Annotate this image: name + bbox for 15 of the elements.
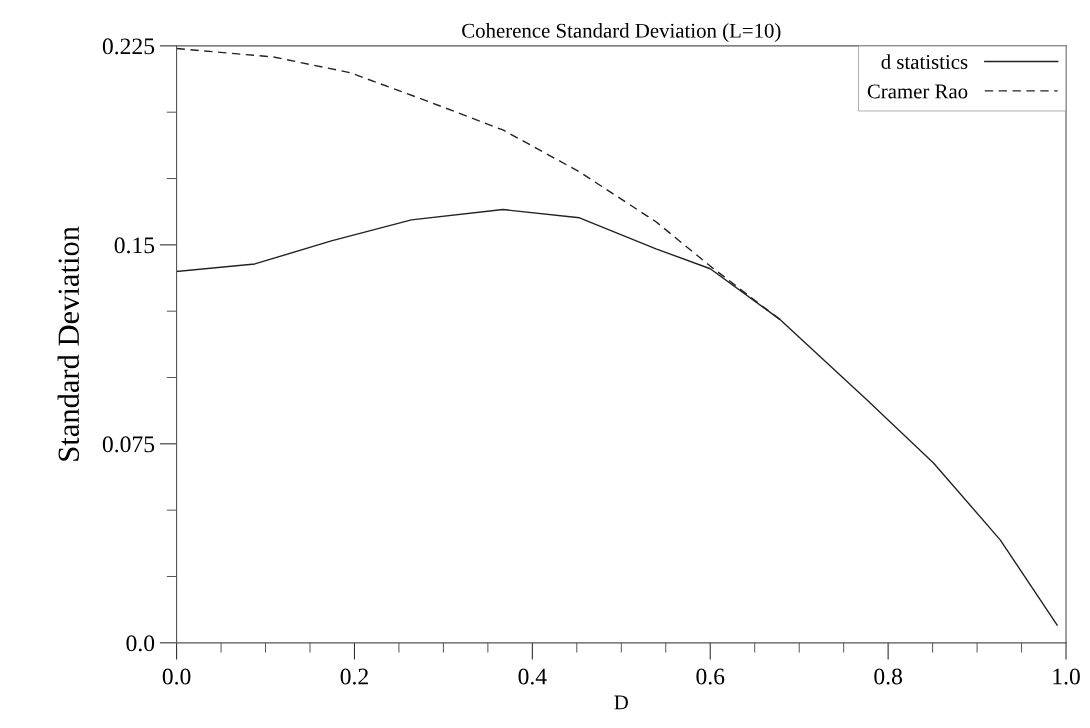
x-tick-label: 0.0 — [162, 668, 191, 685]
y-tick-label: 0.225 — [102, 38, 155, 55]
y-tick-label: 0.15 — [114, 237, 155, 254]
y-tick-label: 0.0 — [126, 635, 155, 652]
y-tick-label: 0.075 — [102, 436, 155, 453]
legend-label: Cramer Rao — [867, 84, 968, 99]
legend-label: d statistics — [881, 54, 968, 69]
x-axis-title: D — [614, 695, 628, 710]
x-tick-label: 1.0 — [1053, 668, 1080, 685]
x-tick-label: 0.6 — [696, 668, 725, 685]
chart-title: Coherence Standard Deviation (L=10) — [462, 23, 781, 42]
x-tick-label: 0.8 — [874, 668, 902, 685]
x-tick-label: 0.4 — [518, 668, 547, 685]
x-tick-label: 0.2 — [340, 668, 368, 685]
y-axis-title: Standard Deviation — [57, 226, 80, 461]
